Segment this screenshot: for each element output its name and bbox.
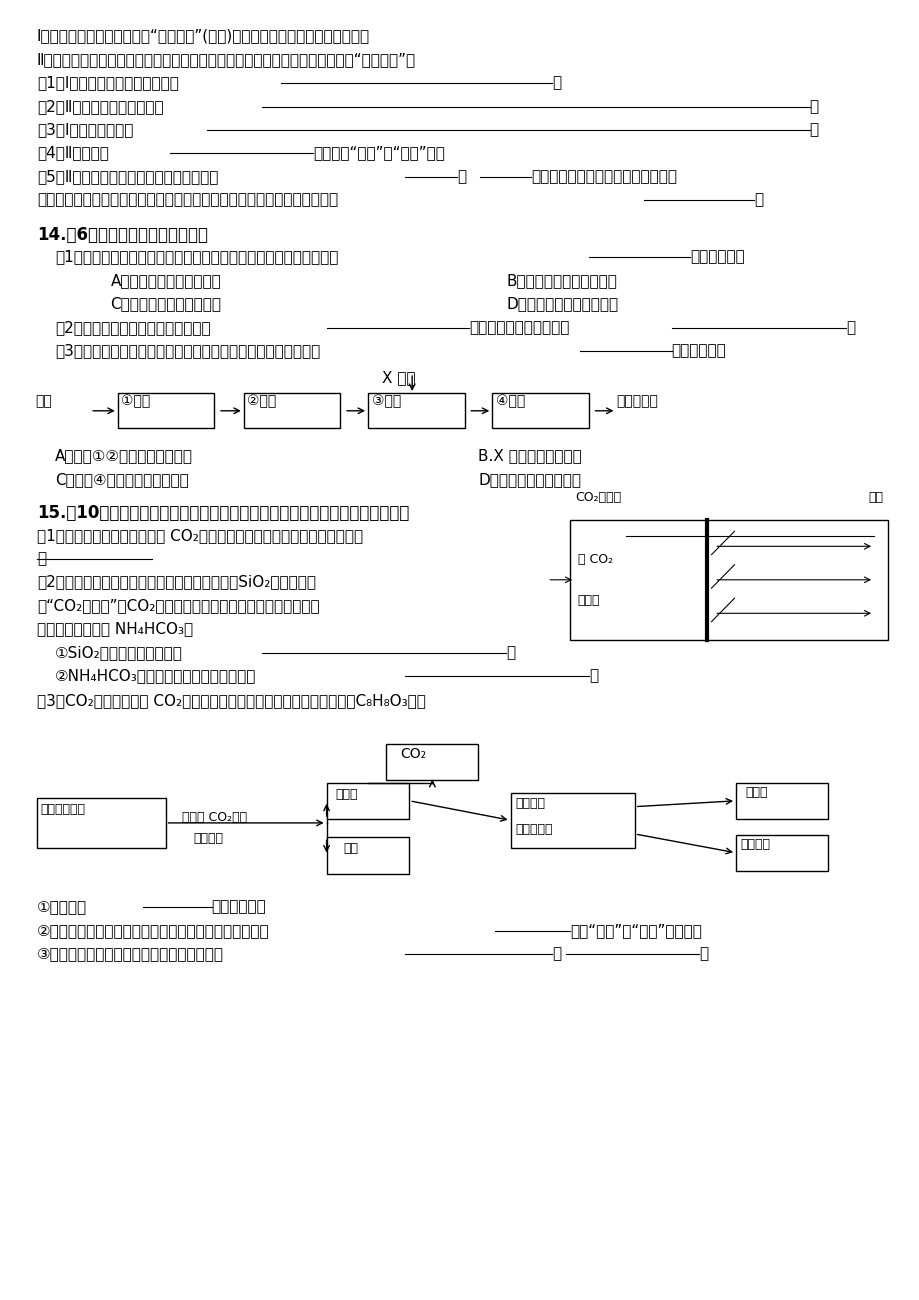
- Bar: [37, 798, 165, 848]
- Text: （填“物理”或“化学”）变化；: （填“物理”或“化学”）变化；: [570, 923, 701, 939]
- Text: 转化为可作氮肥的 NH₄HCO₃。: 转化为可作氮肥的 NH₄HCO₃。: [37, 621, 193, 637]
- Text: 无水乙醇: 无水乙醇: [740, 838, 770, 852]
- Text: 无水乙醇: 无水乙醇: [193, 832, 223, 845]
- Text: 。: 。: [809, 99, 818, 114]
- Text: （填编号）。: （填编号）。: [671, 343, 726, 359]
- Text: ②过滤: ②过滤: [247, 394, 277, 408]
- Text: 含 CO₂: 含 CO₂: [577, 554, 612, 567]
- Text: X 试剂: X 试剂: [381, 370, 415, 386]
- Bar: [735, 783, 827, 819]
- Text: D．净化后的水为纯净物: D．净化后的水为纯净物: [478, 472, 581, 488]
- Text: （4）Ⅱ中反应为: （4）Ⅱ中反应为: [37, 146, 108, 161]
- Text: 和: 和: [457, 169, 466, 185]
- Text: 的气体: 的气体: [577, 594, 599, 607]
- Text: 。: 。: [37, 551, 46, 567]
- Text: 。: 。: [845, 320, 855, 335]
- Bar: [570, 520, 887, 640]
- Text: CO₂分离膜: CO₂分离膜: [574, 491, 620, 504]
- Text: Ⅱ．法国科学家拉瓦锡在研究水的组成实验时，让水蒸气在高温条件下分解得到“易燃空气”。: Ⅱ．法国科学家拉瓦锡在研究水的组成实验时，让水蒸气在高温条件下分解得到“易燃空气…: [37, 52, 415, 68]
- Text: （2）Ⅱ中反应的化学方程式：: （2）Ⅱ中反应的化学方程式：: [37, 99, 164, 114]
- Text: B．农业上用水漫灌农作物: B．农业上用水漫灌农作物: [505, 273, 617, 289]
- Bar: [244, 393, 340, 428]
- Text: 。: 。: [809, 122, 818, 138]
- Text: ；降低水的硬度的方法是: ；降低水的硬度的方法是: [469, 320, 569, 335]
- Text: 反应（填“吸热”或“放热”）。: 反应（填“吸热”或“放热”）。: [312, 146, 444, 161]
- Bar: [492, 393, 588, 428]
- Text: ，: ，: [505, 645, 515, 660]
- Bar: [368, 393, 464, 428]
- Text: （3）CO₂形成的超临界 CO₂流体可用于从香兰草豆荚粉中提取香兰素（C₈H₈O₃）。: （3）CO₂形成的超临界 CO₂流体可用于从香兰草豆荚粉中提取香兰素（C₈H₈O…: [37, 693, 425, 709]
- Text: 净化后的水: 净化后的水: [616, 394, 658, 408]
- Text: ①香兰素由: ①香兰素由: [37, 900, 86, 915]
- Text: 河水: 河水: [35, 394, 51, 408]
- Text: （分别用化学符号填空），再结合成: （分别用化学符号填空），再结合成: [530, 169, 676, 185]
- Text: ①SiO₂中硅元素的化合价为: ①SiO₂中硅元素的化合价为: [55, 645, 183, 660]
- Text: 混合液: 混合液: [335, 788, 357, 801]
- Text: 。: 。: [754, 192, 763, 208]
- Text: 氨水: 氨水: [868, 491, 882, 504]
- Text: （3）Ⅰ中反应的用途：: （3）Ⅰ中反应的用途：: [37, 122, 133, 138]
- Text: （2）膜分离是一种常用的分离技术。二氧化硅（SiO₂）能用于制: （2）膜分离是一种常用的分离技术。二氧化硅（SiO₂）能用于制: [37, 575, 315, 590]
- Text: 香兰草豆荚粉: 香兰草豆荚粉: [40, 803, 85, 816]
- Text: 。: 。: [551, 75, 561, 91]
- Text: 、: 、: [551, 946, 561, 962]
- Text: ②NH₄HCO₃中氮元素与氧元素的质量比是: ②NH₄HCO₃中氮元素与氧元素的质量比是: [55, 668, 256, 684]
- Bar: [326, 783, 409, 819]
- Bar: [510, 793, 634, 848]
- Text: 。: 。: [698, 946, 708, 962]
- Text: 残渣: 残渣: [343, 842, 357, 855]
- Text: C．步骤④中可用明矾作消毒剂: C．步骤④中可用明矾作消毒剂: [55, 472, 188, 488]
- Text: （1）Ⅰ中反应所属基本反应类型：: （1）Ⅰ中反应所属基本反应类型：: [37, 75, 178, 91]
- Text: D．用水后及时关闭水龙头: D．用水后及时关闭水龙头: [505, 296, 618, 312]
- Text: 香兰素与: 香兰素与: [515, 797, 545, 810]
- Text: （5）Ⅱ中反应的微观过程：水分子先分解成: （5）Ⅱ中反应的微观过程：水分子先分解成: [37, 169, 218, 185]
- Text: 香兰素: 香兰素: [744, 786, 766, 800]
- Text: （1）节约用水是每个公民的责任和义务。下列做法属于节约用水的是: （1）节约用水是每个公民的责任和义务。下列做法属于节约用水的是: [55, 250, 338, 265]
- Text: 氢分子和氧分子，这一反应中参加反应的水分子与生成的氧分子的个数比为: 氢分子和氧分子，这一反应中参加反应的水分子与生成的氧分子的个数比为: [37, 192, 337, 208]
- Text: ①沉降: ①沉降: [121, 394, 151, 408]
- Text: A．步骤①②可除去难溶性杂质: A．步骤①②可除去难溶性杂质: [55, 448, 193, 464]
- Text: CO₂: CO₂: [400, 747, 425, 762]
- Text: （1）化石燃料燃烧会产生大量 CO₂。天然气主要成分充分燃烧的化学方程式: （1）化石燃料燃烧会产生大量 CO₂。天然气主要成分充分燃烧的化学方程式: [37, 528, 362, 543]
- Text: （填编号）。: （填编号）。: [689, 250, 744, 265]
- Text: B.X 试剂可以是活性炭: B.X 试剂可以是活性炭: [478, 448, 582, 464]
- Text: 15.（10分）过量二氧化碳会导致温室效应，但将其作为化工原料可造福人类。: 15.（10分）过量二氧化碳会导致温室效应，但将其作为化工原料可造福人类。: [37, 504, 409, 523]
- Text: 乙醇混合液: 乙醇混合液: [515, 823, 552, 836]
- Text: ④消毒: ④消毒: [495, 394, 525, 408]
- Text: 。: 。: [588, 668, 597, 684]
- Text: 超临界 CO₂流体: 超临界 CO₂流体: [182, 811, 247, 824]
- Bar: [735, 835, 827, 871]
- Text: 14.（6分）水是重要的自然资源。: 14.（6分）水是重要的自然资源。: [37, 226, 208, 244]
- Text: A．收集雨水用于浇灌花木: A．收集雨水用于浇灌花木: [110, 273, 221, 289]
- Text: （3）自来水厂净化水的主要步骤如下图所示。有关说法错误的是: （3）自来水厂净化水的主要步骤如下图所示。有关说法错误的是: [55, 343, 320, 359]
- Text: ②由香兰素与乙醇混合液得到香兰素的过程中，发生的是: ②由香兰素与乙醇混合液得到香兰素的过程中，发生的是: [37, 923, 269, 939]
- Text: （2）可用于区分硬水和软水的物质是: （2）可用于区分硬水和软水的物质是: [55, 320, 210, 335]
- Bar: [118, 393, 214, 428]
- Text: ③吸附: ③吸附: [371, 394, 401, 408]
- Bar: [326, 837, 409, 874]
- Text: Ⅰ．英国科学家卡文迪许等让“易燃空气”(氢气)与氧气在点燃条件下反应得到水。: Ⅰ．英国科学家卡文迪许等让“易燃空气”(氢气)与氧气在点燃条件下反应得到水。: [37, 29, 369, 44]
- Text: 种元素组成；: 种元素组成；: [211, 900, 267, 915]
- Bar: [386, 744, 478, 780]
- Text: C．工业上冷却水循环使用: C．工业上冷却水循环使用: [110, 296, 221, 312]
- Text: 造“CO₂分离膜”，CO₂通过此膜后被氨水吸收（如右图所示），: 造“CO₂分离膜”，CO₂通过此膜后被氨水吸收（如右图所示），: [37, 598, 319, 614]
- Text: ③提取香兰素的过程中，可循环使用的物质是: ③提取香兰素的过程中，可循环使用的物质是: [37, 946, 223, 962]
